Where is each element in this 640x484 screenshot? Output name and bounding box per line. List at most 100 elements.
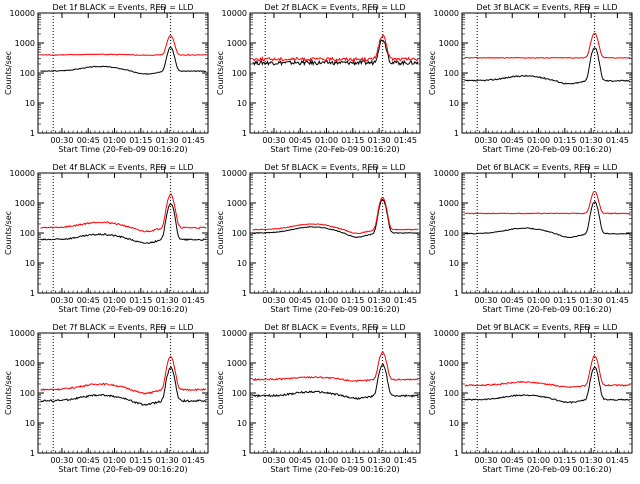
y-tick-label: 1 xyxy=(454,129,459,138)
x-tick-label: 00:45 xyxy=(289,456,312,465)
panel-title: Det 4f BLACK = Events, RED = LLD xyxy=(52,163,193,172)
x-tick-label: 01:15 xyxy=(553,136,576,145)
x-tick-label: 01:00 xyxy=(103,456,126,465)
panel-det-4: Det 4f BLACK = Events, RED = LLD 1 10 100 10… xyxy=(4,163,209,314)
x-tick-label: 01:00 xyxy=(315,296,338,305)
flag-marker xyxy=(580,6,590,13)
panel-title: Det 6f BLACK = Events, RED = LLD xyxy=(476,163,617,172)
series-events-line xyxy=(40,202,207,245)
panel-title: Det 1f BLACK = Events, RED = LLD xyxy=(52,3,193,12)
x-tick-label: 01:00 xyxy=(103,136,126,145)
panel-det-2: Det 2f BLACK = Events, RED = LLD 1 10 100 10… xyxy=(216,3,421,154)
x-tick-label: 00:45 xyxy=(501,136,524,145)
y-tick-label: 1000 xyxy=(439,39,459,48)
y-axis-label: Counts/sec xyxy=(428,371,437,415)
series-events-line xyxy=(252,39,419,67)
y-tick-label: 10 xyxy=(449,419,459,428)
series-events-line xyxy=(464,47,631,85)
plot-frame xyxy=(461,172,633,294)
x-tick-label: 00:45 xyxy=(501,296,524,305)
y-tick-label: 1000 xyxy=(227,359,247,368)
flag-marker xyxy=(580,166,590,173)
y-tick-label: 1 xyxy=(242,289,247,298)
x-tick-label: 01:15 xyxy=(341,136,364,145)
x-axis-label: Start Time (20-Feb-09 00:16:20) xyxy=(58,305,187,314)
flag-marker xyxy=(580,326,590,333)
y-tick-label: 100 xyxy=(232,69,247,78)
series-events-line xyxy=(40,46,207,75)
panel-title: Det 9f BLACK = Events, RED = LLD xyxy=(476,323,617,332)
panel-det-6: Det 6f BLACK = Events, RED = LLD 1 10 100 10… xyxy=(428,163,633,314)
y-tick-label: 100 xyxy=(444,229,459,238)
y-tick-label: 100 xyxy=(444,389,459,398)
y-tick-label: 100 xyxy=(232,389,247,398)
x-axis-label: Start Time (20-Feb-09 00:16:20) xyxy=(482,145,611,154)
panel-title: Det 8f BLACK = Events, RED = LLD xyxy=(264,323,405,332)
x-tick-label: 01:45 xyxy=(394,296,417,305)
y-tick-label: 1 xyxy=(30,289,35,298)
plot-frame xyxy=(461,12,633,134)
plot-frame xyxy=(461,332,633,454)
y-tick-label: 100 xyxy=(232,229,247,238)
y-tick-label: 1000 xyxy=(15,359,35,368)
x-tick-label: 00:30 xyxy=(474,456,497,465)
panel-det-5: Det 5f BLACK = Events, RED = LLD 1 10 100 10… xyxy=(216,163,421,314)
series-events-line xyxy=(252,198,419,239)
y-tick-label: 10000 xyxy=(434,169,459,178)
y-tick-label: 100 xyxy=(444,69,459,78)
series-events-line xyxy=(40,366,207,406)
x-tick-label: 00:30 xyxy=(50,136,73,145)
y-axis-label: Counts/sec xyxy=(216,51,225,95)
flag-marker xyxy=(368,6,378,13)
series-events-line xyxy=(464,201,631,238)
y-tick-label: 100 xyxy=(20,69,35,78)
x-tick-label: 01:45 xyxy=(394,456,417,465)
flag-marker xyxy=(368,326,378,333)
y-tick-label: 10 xyxy=(237,99,247,108)
x-axis-label: Start Time (20-Feb-09 00:16:20) xyxy=(270,465,399,474)
x-tick-label: 01:30 xyxy=(580,456,603,465)
y-tick-label: 1 xyxy=(30,449,35,458)
x-tick-label: 01:15 xyxy=(341,456,364,465)
series-lld-line xyxy=(40,193,207,233)
x-tick-label: 00:45 xyxy=(77,136,100,145)
x-tick-label: 01:00 xyxy=(315,136,338,145)
y-tick-label: 10 xyxy=(449,99,459,108)
panel-title: Det 2f BLACK = Events, RED = LLD xyxy=(264,3,405,12)
series-lld-line xyxy=(464,32,631,59)
y-tick-label: 10000 xyxy=(10,169,35,178)
x-axis-label: Start Time (20-Feb-09 00:16:20) xyxy=(482,305,611,314)
x-tick-label: 01:00 xyxy=(103,296,126,305)
y-tick-label: 10000 xyxy=(222,9,247,18)
x-tick-label: 01:15 xyxy=(129,456,152,465)
x-tick-label: 00:30 xyxy=(50,296,73,305)
x-axis-label: Start Time (20-Feb-09 00:16:20) xyxy=(58,465,187,474)
series-lld-line xyxy=(252,351,419,383)
series-events-line xyxy=(252,363,419,400)
x-tick-label: 01:00 xyxy=(315,456,338,465)
x-tick-label: 01:30 xyxy=(580,136,603,145)
series-lld-line xyxy=(252,196,419,234)
x-tick-label: 00:45 xyxy=(501,456,524,465)
x-tick-label: 00:45 xyxy=(289,296,312,305)
y-tick-label: 10 xyxy=(25,419,35,428)
y-axis-label: Counts/sec xyxy=(4,51,13,95)
y-axis-label: Counts/sec xyxy=(428,211,437,255)
panel-det-7: Det 7f BLACK = Events, RED = LLD 1 10 100 10… xyxy=(4,323,209,474)
y-axis-label: Counts/sec xyxy=(216,371,225,415)
x-tick-label: 01:45 xyxy=(182,296,205,305)
y-tick-label: 10000 xyxy=(434,329,459,338)
x-tick-label: 01:30 xyxy=(368,136,391,145)
y-tick-label: 1 xyxy=(242,449,247,458)
x-tick-label: 01:15 xyxy=(553,456,576,465)
y-tick-label: 100 xyxy=(20,229,35,238)
flag-marker xyxy=(156,6,166,13)
y-tick-label: 10000 xyxy=(434,9,459,18)
x-tick-label: 01:00 xyxy=(527,136,550,145)
y-tick-label: 1000 xyxy=(439,359,459,368)
x-tick-label: 01:30 xyxy=(580,296,603,305)
y-tick-label: 1000 xyxy=(227,199,247,208)
y-tick-label: 1000 xyxy=(15,199,35,208)
